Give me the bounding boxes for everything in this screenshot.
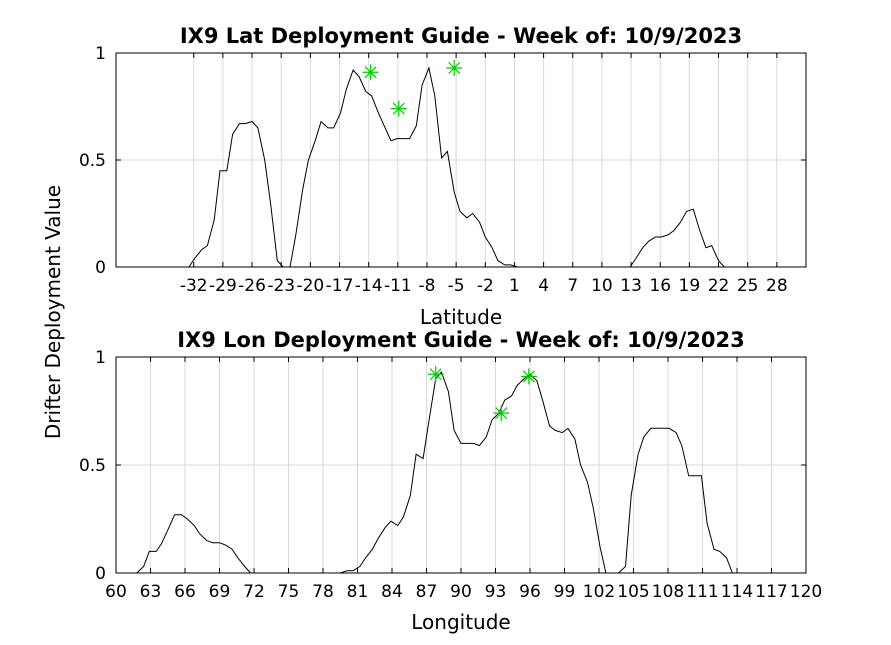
lon-x-tick-label: 60 — [105, 582, 127, 602]
lon-x-tick-label: 90 — [450, 582, 472, 602]
lat-x-tick-labels: -32 -29 -26 -23 -20 -17 -14 -11 -8 -5 -2 1 4 7 10 13 16 1… — [180, 276, 788, 296]
lon-peak-markers — [427, 366, 537, 422]
lat-x-tick-label: -29 — [209, 276, 237, 296]
lon-x-tick-label: 69 — [209, 582, 231, 602]
lon-x-tick-label: 96 — [519, 582, 541, 602]
lon-deployment-line — [116, 371, 806, 574]
lon-x-tick-labels: 60 63 66 69 72 75 78 81 84 87 90 93 96 99 102 105 108 111… — [105, 582, 822, 602]
lat-x-tick-label: 13 — [620, 276, 642, 296]
lat-x-tick-label: -17 — [326, 276, 354, 296]
lat-x-tick-label: -11 — [384, 276, 412, 296]
lon-x-tick-label: 78 — [312, 582, 334, 602]
lat-x-axis-label: Latitude — [420, 305, 502, 329]
lon-chart-title: IX9 Lon Deployment Guide - Week of: 10/9… — [177, 328, 745, 352]
lat-peak-star-marker — [390, 100, 407, 117]
lon-x-tick-label: 81 — [347, 582, 369, 602]
lon-x-tick-label: 108 — [652, 582, 684, 602]
lon-x-tick-label: 66 — [174, 582, 196, 602]
lat-y-tick-label: 0.5 — [79, 151, 106, 171]
lon-peak-star-marker — [520, 368, 537, 385]
lon-x-tick-label: 84 — [381, 582, 403, 602]
lon-y-tick-label: 1 — [95, 348, 106, 368]
lon-x-tick-label: 120 — [790, 582, 822, 602]
lat-x-tick-label: 16 — [649, 276, 671, 296]
y-axis-label: Drifter Deployment Value — [41, 185, 65, 439]
lon-x-tick-label: 114 — [721, 582, 753, 602]
lon-y-tick-label: 0.5 — [79, 456, 106, 476]
lat-x-tick-label: -26 — [238, 276, 266, 296]
lon-x-tick-label: 75 — [278, 582, 300, 602]
lat-x-tick-label: -32 — [180, 276, 208, 296]
lon-x-tick-label: 111 — [686, 582, 718, 602]
lon-x-tick-label: 87 — [416, 582, 438, 602]
lon-y-tick-labels: 00.51 — [79, 348, 106, 584]
lat-y-tick-label: 0 — [95, 258, 106, 278]
lat-grid — [115, 52, 807, 268]
lon-peak-star-marker — [493, 405, 510, 422]
lat-x-tick-label: 1 — [509, 276, 520, 296]
lat-x-tick-label: 28 — [766, 276, 788, 296]
lat-x-tick-label: 10 — [591, 276, 613, 296]
lat-x-tick-label: 7 — [567, 276, 578, 296]
lon-x-tick-label: 105 — [617, 582, 649, 602]
lat-x-tick-label: -2 — [477, 276, 494, 296]
lat-x-tick-label: -14 — [355, 276, 383, 296]
lat-chart-title: IX9 Lat Deployment Guide - Week of: 10/9… — [180, 24, 742, 48]
lat-y-tick-labels: 00.51 — [79, 44, 106, 278]
lat-x-tick-label: 22 — [708, 276, 730, 296]
lat-peak-star-marker — [362, 64, 379, 81]
lat-x-tick-label: 19 — [679, 276, 701, 296]
lat-x-tick-label: 4 — [538, 276, 549, 296]
lat-plot-panel: -32 -29 -26 -23 -20 -17 -14 -11 -8 -5 -2 1 4 7 10 13 16 1… — [79, 24, 807, 329]
lon-plot-panel: 60 63 66 69 72 75 78 81 84 87 90 93 96 99 102 105 108 111… — [79, 328, 822, 634]
lon-x-tick-label: 99 — [554, 582, 576, 602]
lat-peak-markers — [362, 59, 463, 117]
lat-peak-star-marker — [446, 59, 463, 76]
lat-y-tick-label: 1 — [95, 44, 106, 64]
lat-x-tick-label: -23 — [267, 276, 295, 296]
lon-x-tick-label: 63 — [140, 582, 162, 602]
lon-grid — [115, 356, 807, 574]
lon-x-tick-label: 93 — [485, 582, 507, 602]
lat-x-tick-label: -20 — [296, 276, 324, 296]
lat-x-tick-label: -8 — [419, 276, 436, 296]
lon-x-tick-label: 72 — [243, 582, 265, 602]
lon-x-tick-label: 102 — [583, 582, 615, 602]
lat-deployment-line — [116, 66, 806, 268]
lat-x-tick-label: -5 — [448, 276, 465, 296]
lon-peak-star-marker — [427, 366, 444, 383]
lon-x-axis-label: Longitude — [411, 610, 510, 634]
lat-x-tick-label: 25 — [737, 276, 759, 296]
lon-x-tick-label: 117 — [755, 582, 787, 602]
lon-y-tick-label: 0 — [95, 564, 106, 584]
